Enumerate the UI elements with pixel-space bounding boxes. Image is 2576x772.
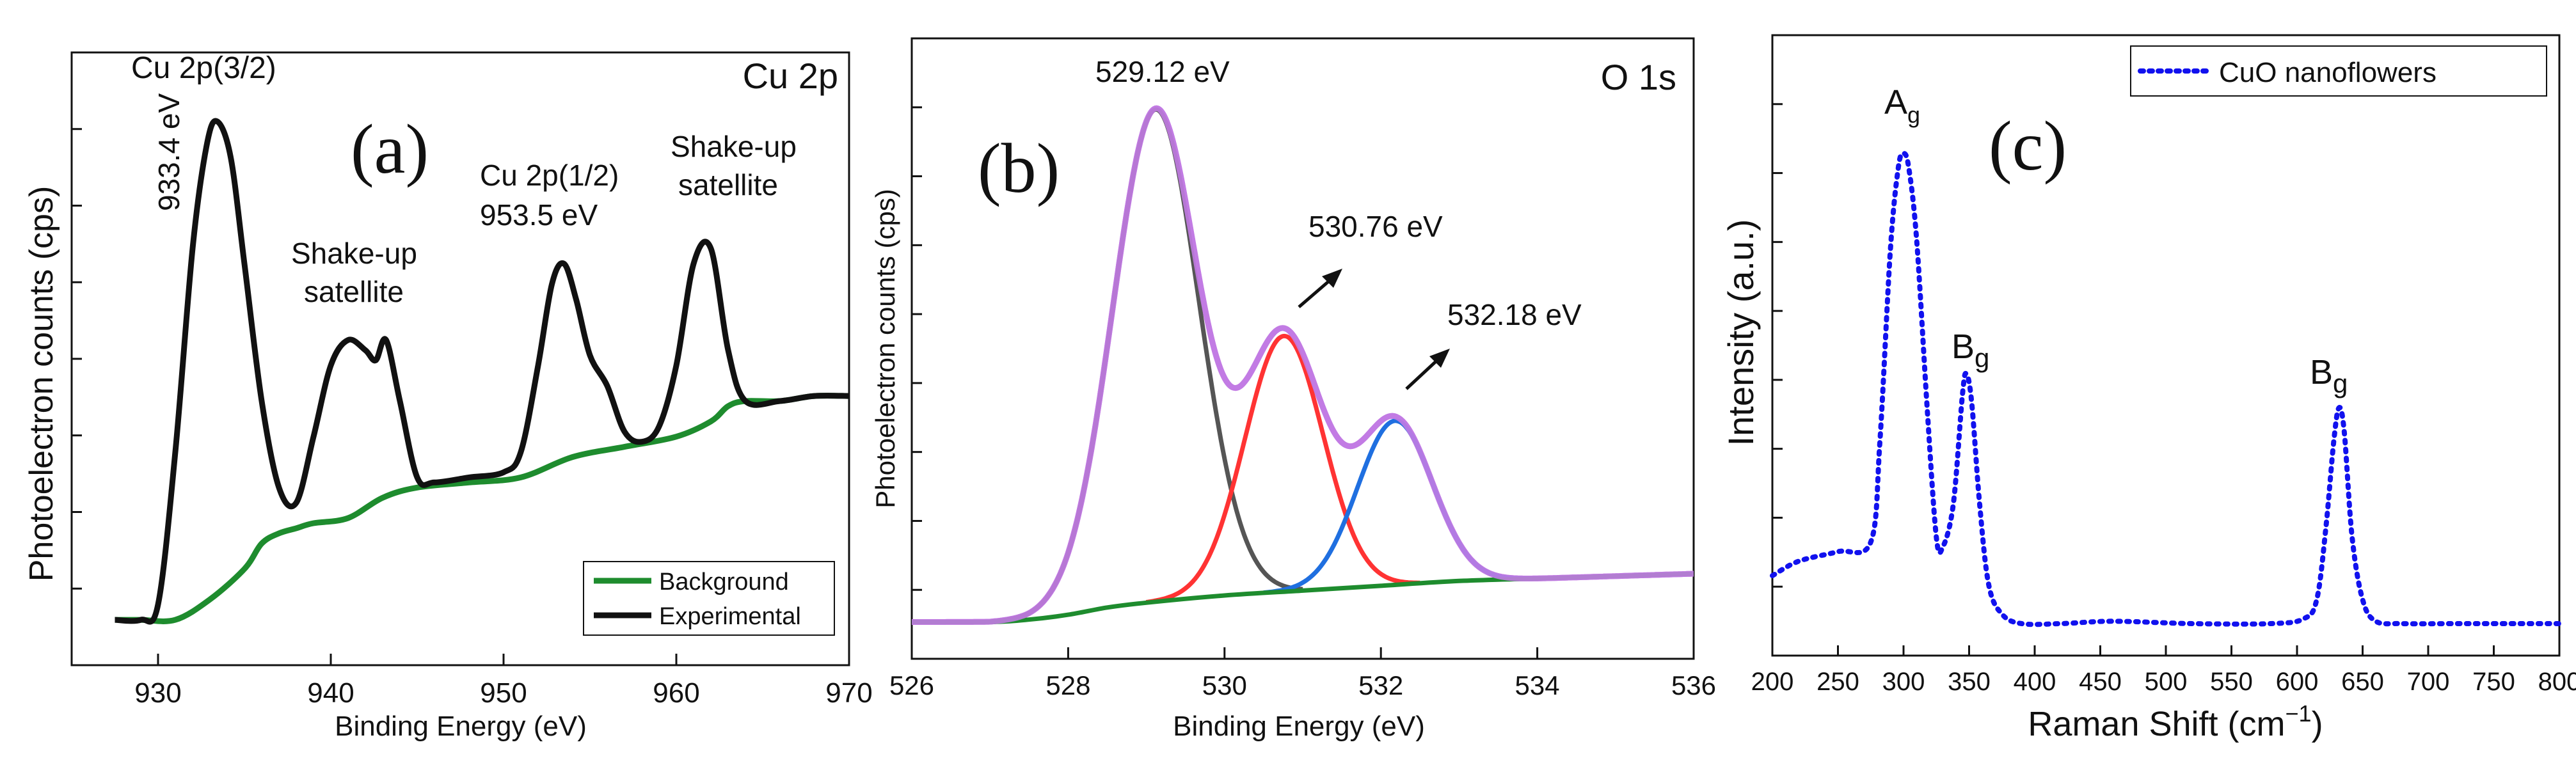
panel-b-x-tick-label-530: 530 (1202, 670, 1247, 700)
panel-c-legend: CuO nanoflowers (2130, 45, 2547, 97)
panel-b-x-tick-label-526: 526 (889, 670, 934, 700)
panel-c-x-tick-label-650: 650 (2341, 668, 2384, 696)
panel-c-x-tick-label-300: 300 (1882, 668, 1925, 696)
panel-c-x-tick-label-250: 250 (1817, 668, 1859, 696)
panel-c-x-tick-label-400: 400 (2014, 668, 2056, 696)
panel-a-x-ticks: 930 940 950 960 970 (134, 654, 873, 709)
panel-a-annotation-shakeup1: Shake-up (291, 237, 417, 270)
panel-a-annotation-cu-2p12: Cu 2p(1/2) (480, 159, 619, 192)
panel-a: 930 940 950 960 970 Cu 2p (a) Cu 2p(3/2) 933… (23, 51, 873, 742)
panel-c-x-tick-label-600: 600 (2276, 668, 2319, 696)
panel-a-annotation-satellite2: satellite (678, 168, 778, 201)
panel-a-letter: (a) (351, 110, 429, 188)
panel-b-y-label: Photoelectron counts (cps) (870, 189, 900, 508)
panel-b-series-peak-530-76 (1145, 333, 1420, 604)
panel-c-x-tick-label-550: 550 (2210, 668, 2253, 696)
panel-b: 526 528 530 532 534 536 O 1s (b) 529.12 eV 53… (870, 37, 1716, 742)
panel-a-legend-box (583, 561, 835, 636)
panel-c-x-tick-label-700: 700 (2407, 668, 2450, 696)
panel-b-x-tick-label-528: 528 (1046, 670, 1090, 700)
panel-a-x-label: Binding Energy (eV) (335, 711, 587, 742)
panel-c-annotation-bg2: Bg (2310, 353, 2348, 398)
panel-b-series (911, 105, 1694, 625)
panel-c-x-tick-label-500: 500 (2145, 668, 2188, 696)
panel-a-x-tick-label-940: 940 (307, 677, 354, 709)
panel-a-x-tick-label-930: 930 (134, 677, 181, 709)
panel-a-legend-background: Background (659, 569, 789, 595)
panel-c-letter: (c) (1989, 107, 2067, 185)
panel-c-x-label: Raman Shift (cm−1) (2028, 700, 2323, 743)
panel-b-series-envelope-overlay (912, 105, 1694, 625)
panel-a-y-label: Photoelectron counts (cps) (23, 186, 60, 582)
panel-a-annotation-cu-2p32: Cu 2p(3/2) (131, 51, 276, 85)
panel-b-x-label: Binding Energy (eV) (1173, 711, 1425, 742)
panel-a-x-tick-label-970: 970 (825, 677, 872, 709)
panel-b-arrow-53076 (1298, 269, 1342, 308)
panel-a-legend: Background Experimental (583, 561, 835, 636)
panel-a-series-background (115, 393, 850, 624)
panel-b-annotation-53218: 532.18 eV (1447, 298, 1582, 331)
panel-b-x-ticks: 526 528 530 532 534 536 (889, 647, 1716, 700)
panel-b-letter: (b) (978, 129, 1060, 207)
panel-c-frame (1771, 34, 2561, 657)
panel-a-y-ticks (72, 128, 82, 590)
panel-a-series (115, 118, 850, 625)
panel-a-annotation-9334: 933.4 eV (152, 93, 186, 211)
panel-a-annotation-satellite1: satellite (304, 275, 404, 308)
panel-b-frame (910, 37, 1695, 660)
panel-c-x-tick-label-450: 450 (2079, 668, 2122, 696)
panel-a-annotation-shakeup2: Shake-up (671, 130, 797, 163)
panel-c-legend-box (2130, 45, 2547, 97)
panel-a-annotation-9535: 953.5 eV (480, 198, 598, 232)
panel-c-x-tick-label-800: 800 (2538, 668, 2576, 696)
panel-c-x-tick-label-200: 200 (1751, 668, 1794, 696)
panel-b-x-tick-label-534: 534 (1515, 670, 1560, 700)
panel-c-x-tick-label-350: 350 (1948, 668, 1991, 696)
panel-c: 200 250 300 350 400 450 500 550 600 650 700 750 800 … (1721, 34, 2576, 743)
panel-a-legend-experimental: Experimental (659, 603, 801, 630)
panel-b-annotation-53076: 530.76 eV (1308, 210, 1443, 243)
panel-c-x-ticks: 200 250 300 350 400 450 500 550 600 650 700 750 800 (1751, 645, 2576, 696)
panel-b-annotation-52912: 529.12 eV (1095, 55, 1230, 88)
panel-c-legend-label: CuO nanoflowers (2219, 57, 2437, 88)
panel-c-series-cuo-nanoflowers (1770, 150, 2562, 627)
panel-b-x-tick-label-532: 532 (1358, 670, 1403, 700)
panel-a-title: Cu 2p (743, 56, 838, 96)
panel-c-annotation-bg1: Bg (1952, 327, 1989, 373)
panel-b-series-peak-532-18 (1263, 418, 1538, 595)
panel-c-y-ticks (1772, 103, 1783, 588)
panel-a-x-tick-label-950: 950 (480, 677, 527, 709)
panel-a-series-experimental (115, 118, 850, 625)
panel-a-x-tick-label-960: 960 (653, 677, 699, 709)
panel-c-annotation-ag: Ag (1884, 83, 1920, 128)
panel-c-y-label: Intensity (a.u.) (1721, 219, 1761, 446)
panel-b-x-tick-label-536: 536 (1671, 670, 1716, 700)
panel-c-x-tick-label-750: 750 (2472, 668, 2515, 696)
panel-b-y-ticks (912, 106, 922, 591)
panel-c-series (1770, 150, 2562, 627)
panel-b-arrow-53218 (1405, 349, 1450, 390)
panel-b-title: O 1s (1601, 57, 1676, 97)
